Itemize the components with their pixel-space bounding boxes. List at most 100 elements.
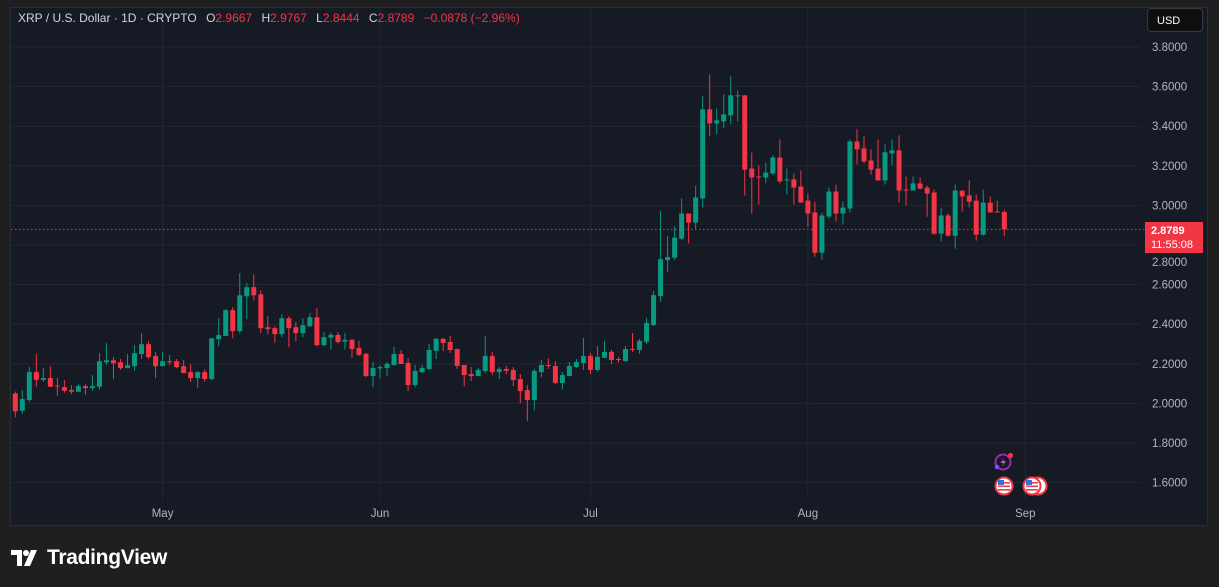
candle-body [608, 351, 614, 361]
candle [412, 364, 418, 388]
low-value: 2.8444 [322, 11, 360, 25]
candle-body [349, 339, 355, 349]
candle [665, 236, 671, 272]
candle [440, 337, 446, 351]
candle [475, 367, 481, 377]
candle-body [265, 327, 271, 330]
high-value: 2.9767 [270, 11, 307, 25]
candle [763, 162, 769, 184]
candle-body [510, 369, 516, 381]
candle-body [587, 355, 593, 370]
symbol-title[interactable]: XRP / U.S. Dollar · 1D · CRYPTO [18, 11, 197, 25]
open-value: 2.9667 [215, 11, 253, 25]
candle [728, 76, 734, 125]
candle-body [910, 183, 916, 191]
candle [216, 318, 222, 347]
candle [700, 96, 706, 208]
close-label: C [368, 11, 378, 25]
candle-body [342, 339, 348, 342]
bar-countdown: 11:55:08 [1151, 239, 1194, 251]
candle [433, 337, 439, 360]
candle [398, 349, 404, 364]
candle-body [903, 189, 909, 191]
tradingview-wordmark: TradingView [47, 546, 168, 569]
candle [945, 213, 951, 237]
candle [19, 390, 25, 414]
candle [244, 283, 250, 320]
candle-body [75, 386, 81, 392]
candle [482, 335, 488, 374]
candle [461, 364, 467, 387]
candle [82, 384, 88, 395]
candle-body [735, 95, 741, 97]
candle-body [461, 364, 467, 376]
candle-body [763, 172, 769, 178]
candle-body [328, 334, 334, 338]
candle [118, 359, 124, 370]
candle [54, 378, 60, 396]
candle-body [517, 379, 523, 392]
candle-body [293, 327, 299, 334]
price-tick-label: 2.6000 [1152, 280, 1187, 292]
candle-body [566, 365, 572, 377]
candle-body [398, 353, 404, 364]
candle-body [384, 363, 390, 368]
candle-body [54, 385, 60, 387]
candle [89, 375, 95, 391]
candle [405, 358, 411, 392]
candle-body [146, 344, 152, 358]
candle [363, 352, 369, 378]
candle-body [307, 317, 313, 327]
candle-body [917, 183, 923, 189]
candle-body [833, 191, 839, 214]
candle [658, 210, 664, 302]
candle-body [637, 340, 643, 350]
candle [328, 332, 334, 350]
candle [608, 349, 614, 364]
close-value: 2.8789 [377, 11, 415, 25]
candle-body [356, 347, 362, 355]
change-value: −0.0878 (−2.96%) [423, 11, 520, 25]
candle [426, 344, 432, 370]
price-tick-label: 3.4000 [1152, 121, 1187, 133]
candle-body [19, 399, 25, 411]
candle-body [552, 365, 558, 384]
candle [300, 318, 306, 338]
candle [314, 308, 320, 347]
candle [896, 135, 902, 203]
candle [26, 367, 32, 402]
candle [623, 345, 629, 363]
candle-body [980, 202, 986, 235]
candle-body [756, 176, 762, 178]
candle [68, 385, 74, 395]
candle-body [503, 368, 509, 371]
candle-body [440, 338, 446, 344]
price-tick-label: 2.0000 [1152, 398, 1187, 410]
tradingview-logo[interactable]: TradingView [11, 546, 167, 570]
chart-panel[interactable] [10, 7, 1208, 526]
candle-body [12, 393, 18, 412]
candle-body [749, 168, 755, 178]
candle [153, 352, 159, 379]
candle [265, 316, 271, 335]
candle-body [819, 215, 825, 253]
candle-body [489, 355, 495, 373]
candle-body [777, 157, 783, 182]
candle [349, 338, 355, 359]
candle-body [181, 366, 187, 374]
candle-body [314, 317, 320, 346]
candles [12, 74, 1007, 422]
candle [538, 360, 544, 378]
currency-button[interactable]: USD [1147, 8, 1203, 32]
candle-body [889, 150, 895, 154]
candle-body [496, 368, 502, 373]
candle [959, 190, 965, 212]
candle-body [426, 349, 432, 369]
candle [419, 364, 425, 374]
candle-body [812, 212, 818, 253]
candle [125, 354, 131, 369]
candle [181, 360, 187, 374]
price-tick-label: 1.6000 [1152, 478, 1187, 490]
candle-body [700, 109, 706, 199]
